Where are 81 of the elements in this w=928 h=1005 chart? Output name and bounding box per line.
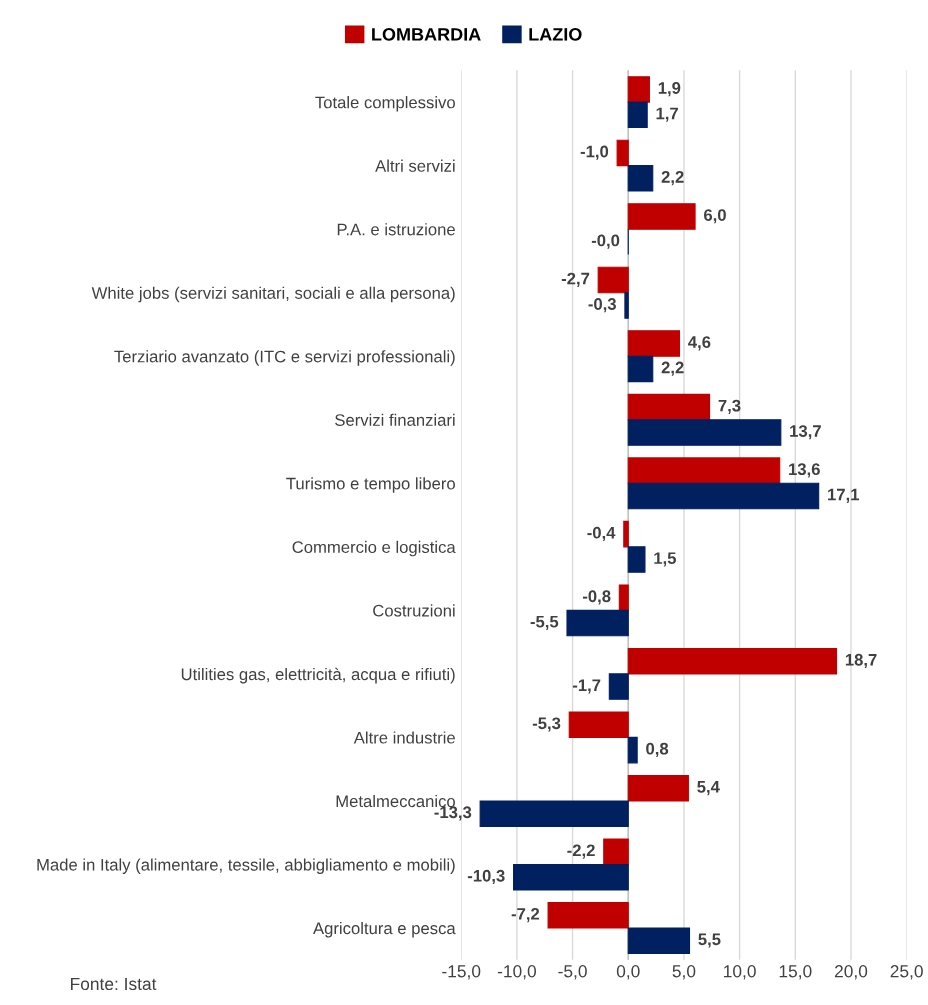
bar — [568, 711, 629, 738]
x-tick-label: 25,0 — [890, 965, 923, 980]
data-label: 13,6 — [789, 463, 820, 478]
bar — [513, 863, 629, 891]
data-label: -5,3 — [532, 717, 561, 732]
data-label: 0,8 — [646, 742, 669, 758]
bar — [566, 609, 629, 637]
bar — [627, 330, 681, 357]
data-label: -0,0 — [591, 234, 620, 249]
bar — [627, 546, 646, 573]
bar — [479, 800, 629, 827]
x-tick-label: -10,0 — [497, 965, 536, 980]
bar — [624, 292, 629, 319]
y-tick-label: Altri servizi — [375, 159, 455, 172]
y-tick-label: Turismo e tempo libero — [286, 477, 455, 493]
x-tick-label: 10,0 — [724, 965, 756, 980]
bar — [623, 520, 629, 548]
y-tick-label: Altre industrie — [353, 731, 455, 744]
legend-label: LAZIO — [529, 27, 582, 41]
x-tick-label: 0,0 — [616, 965, 640, 980]
data-label: 13,7 — [790, 425, 821, 440]
bar — [618, 584, 629, 611]
x-tick-label: -15,0 — [442, 965, 481, 980]
y-tick-label: Totale complessivo — [315, 96, 455, 112]
bar — [627, 927, 691, 954]
legend-label: LOMBARDIA — [372, 27, 481, 41]
bar — [627, 736, 638, 764]
bar — [627, 647, 838, 675]
bar — [616, 139, 629, 167]
bar — [627, 203, 696, 230]
data-label: 1,7 — [656, 107, 678, 122]
data-label: 1,5 — [654, 552, 676, 567]
y-tick-label: Costruzioni — [373, 604, 455, 617]
data-label: 5,4 — [697, 781, 720, 796]
data-label: -7,2 — [511, 907, 540, 923]
data-label: -2,2 — [567, 844, 595, 859]
y-tick-label: Servizi finanziari — [335, 413, 455, 426]
bar — [627, 774, 689, 802]
bar — [627, 419, 782, 446]
bar — [627, 101, 648, 129]
bar — [627, 355, 654, 383]
bar — [627, 76, 650, 103]
data-label: 5,5 — [698, 933, 721, 948]
data-label: 2,2 — [661, 361, 684, 376]
x-tick-label: 15,0 — [779, 965, 812, 980]
y-tick-label: P.A. e istruzione — [337, 223, 455, 236]
data-label: -0,4 — [587, 526, 616, 542]
data-label: -0,8 — [582, 590, 611, 605]
y-tick-label: Metalmeccanico — [336, 794, 455, 808]
data-label: -2,7 — [561, 272, 590, 287]
bar — [597, 266, 629, 294]
y-tick-label: Commercio e logistica — [292, 540, 456, 557]
data-label: -1,0 — [580, 145, 609, 160]
source-note: Fonte: Istat — [71, 977, 157, 991]
data-label: 7,3 — [718, 399, 741, 414]
y-tick-label: White jobs (servizi sanitari, sociali e alla persona) — [91, 286, 455, 303]
y-tick-label: Made in Italy (alimentare, tessile, abbigliamento e mobili) — [37, 858, 455, 874]
data-label: 4,6 — [688, 336, 711, 351]
bar — [547, 902, 629, 929]
x-tick-label: -5,0 — [558, 965, 587, 980]
data-label: 18,7 — [845, 653, 877, 669]
data-label: -13,3 — [434, 806, 472, 821]
data-label: -10,3 — [467, 869, 505, 885]
data-label: 1,9 — [658, 82, 681, 97]
bar — [627, 482, 820, 510]
bar — [627, 457, 781, 484]
bar — [603, 838, 629, 866]
data-label: 6,0 — [704, 209, 726, 224]
bar — [627, 165, 654, 192]
data-label: -5,5 — [530, 615, 559, 630]
x-tick-label: 5,0 — [672, 965, 696, 980]
y-tick-label: Agricoltura e pesca — [313, 921, 456, 938]
y-tick-label: Utilities gas, elettricità, acqua e rifiuti) — [181, 667, 455, 684]
bar — [627, 393, 711, 421]
x-tick-label: 20,0 — [834, 965, 868, 980]
y-tick-label: Terziario avanzato (ITC e servizi professionali) — [114, 350, 455, 366]
data-label: -1,7 — [572, 679, 601, 694]
bar — [608, 673, 629, 700]
data-label: -0,3 — [588, 298, 616, 313]
data-label: 2,2 — [661, 171, 684, 186]
data-label: 17,1 — [828, 488, 859, 503]
